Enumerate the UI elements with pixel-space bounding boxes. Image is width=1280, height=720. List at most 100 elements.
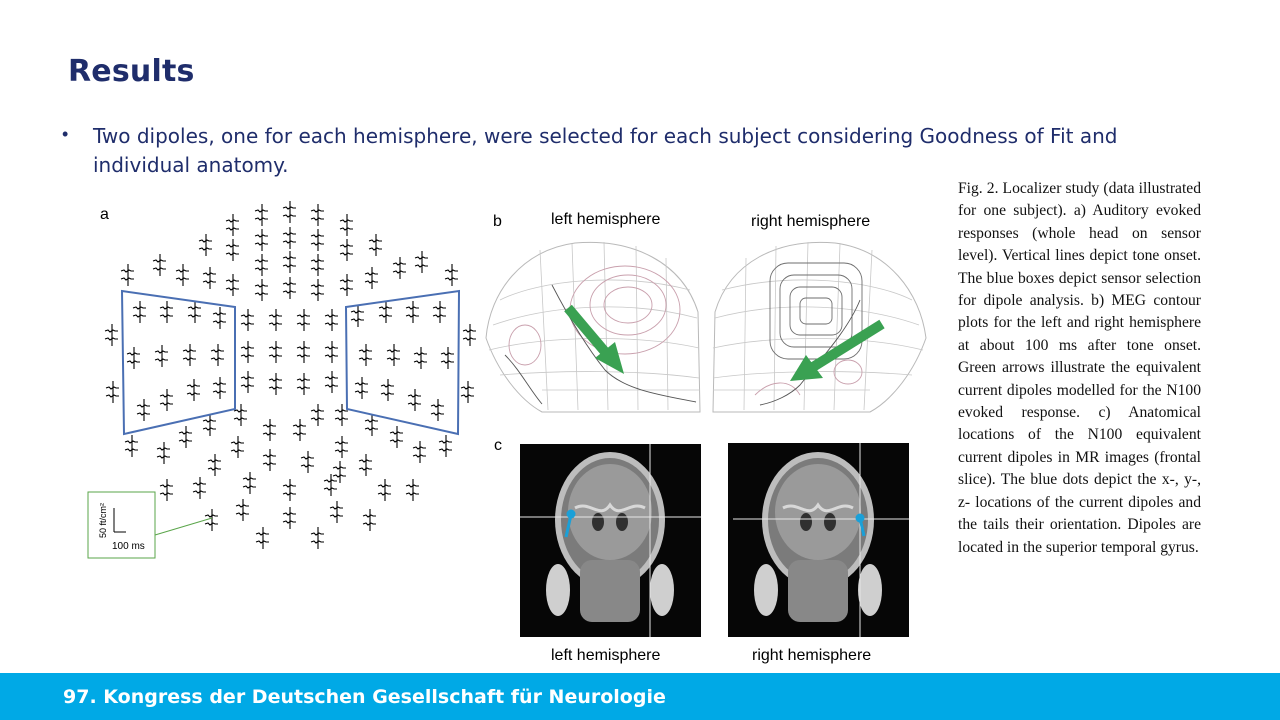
- sensor-waveform: [120, 264, 134, 286]
- sensor-waveform: [156, 442, 170, 464]
- sensor-waveform: [380, 379, 394, 401]
- sensor-waveform: [282, 227, 296, 249]
- sensor-waveform: [254, 229, 268, 251]
- sensor-waveform: [126, 347, 140, 369]
- sensor-waveform: [378, 301, 392, 323]
- sensor-waveform: [282, 277, 296, 299]
- sensor-waveform: [159, 389, 173, 411]
- sensor-waveform: [310, 204, 324, 226]
- sensor-waveform: [255, 527, 269, 549]
- sensor-waveform: [212, 377, 226, 399]
- sensor-waveform: [350, 305, 364, 327]
- sensor-waveform: [182, 344, 196, 366]
- sensor-waveform: [202, 414, 216, 436]
- sensor-waveform: [414, 251, 428, 273]
- left-selection-box: [120, 289, 236, 436]
- sensor-waveform: [207, 454, 221, 476]
- sensor-waveform: [332, 461, 346, 483]
- sensor-waveform: [225, 239, 239, 261]
- sensor-waveform: [405, 479, 419, 501]
- sensor-waveform: [124, 435, 138, 457]
- sensor-waveform: [310, 404, 324, 426]
- panel-b-label: b: [493, 213, 502, 230]
- sensor-waveform: [368, 234, 382, 256]
- mri-left: [520, 444, 701, 637]
- sensor-waveform: [389, 426, 403, 448]
- sensor-waveform: [392, 257, 406, 279]
- sensor-waveform: [462, 324, 476, 346]
- sensor-waveform: [254, 279, 268, 301]
- sensor-waveform: [202, 267, 216, 289]
- sensor-waveform: [240, 309, 254, 331]
- sensor-waveform: [310, 229, 324, 251]
- sensor-waveform: [339, 239, 353, 261]
- right-head-contour: [712, 241, 927, 413]
- sensor-waveform: [254, 204, 268, 226]
- sensor-waveform: [159, 479, 173, 501]
- right-dipole-dot: [855, 513, 865, 523]
- sensor-waveform: [460, 381, 474, 403]
- sensor-waveform: [438, 435, 452, 457]
- c-left-title: left hemisphere: [551, 647, 660, 664]
- scale-y-label: 50 ft/cm²: [98, 503, 108, 538]
- sensor-waveform: [204, 509, 218, 531]
- sensor-waveform: [324, 309, 338, 331]
- panel-a-label: a: [100, 206, 109, 223]
- sensor-waveform: [324, 371, 338, 393]
- b-left-title: left hemisphere: [551, 211, 660, 228]
- sensor-waveform: [364, 414, 378, 436]
- sensor-waveform: [310, 279, 324, 301]
- sensor-waveform: [334, 436, 348, 458]
- sensor-waveform: [268, 309, 282, 331]
- sensor-waveform: [377, 479, 391, 501]
- sensor-waveform: [364, 267, 378, 289]
- sensor-waveform: [212, 307, 226, 329]
- sensor-waveform: [358, 344, 372, 366]
- sensor-waveform: [412, 441, 426, 463]
- sensor-waveform: [230, 436, 244, 458]
- panel-c-label: c: [494, 437, 502, 454]
- footer-text: 97. Kongress der Deutschen Gesellschaft …: [63, 686, 666, 708]
- sensor-waveform: [268, 373, 282, 395]
- c-right-title: right hemisphere: [752, 647, 871, 664]
- sensor-waveform: [282, 479, 296, 501]
- b-right-title: right hemisphere: [751, 213, 870, 230]
- sensor-waveform: [296, 373, 310, 395]
- sensor-waveform: [136, 399, 150, 421]
- sensor-waveform: [210, 344, 224, 366]
- sensor-waveform: [225, 214, 239, 236]
- left-dipole-arrow: [564, 304, 610, 357]
- sensor-array: [104, 201, 476, 549]
- sensor-waveform: [262, 449, 276, 471]
- sensor-waveform: [262, 419, 276, 441]
- sensor-waveform: [430, 399, 444, 421]
- sensor-waveform: [186, 379, 200, 401]
- scale-inset: 50 ft/cm² 100 ms: [87, 491, 213, 559]
- sensor-waveform: [444, 264, 458, 286]
- sensor-waveform: [159, 301, 173, 323]
- sensor-waveform: [324, 341, 338, 363]
- sensor-waveform: [292, 419, 306, 441]
- bullet-text: Two dipoles, one for each hemisphere, we…: [93, 124, 1118, 177]
- sensor-waveform: [282, 201, 296, 223]
- left-head-contour: [485, 241, 701, 413]
- sensor-waveform: [296, 341, 310, 363]
- sensor-waveform: [175, 264, 189, 286]
- sensor-waveform: [235, 499, 249, 521]
- sensor-waveform: [178, 426, 192, 448]
- right-selection-box: [344, 289, 461, 436]
- sensor-waveform: [187, 301, 201, 323]
- sensor-waveform: [198, 234, 212, 256]
- sensor-waveform: [282, 251, 296, 273]
- sensor-waveform: [323, 474, 337, 496]
- sensor-waveform: [329, 501, 343, 523]
- sensor-waveform: [225, 274, 239, 296]
- sensor-waveform: [152, 254, 166, 276]
- slide-title: Results: [68, 54, 195, 89]
- sensor-waveform: [282, 507, 296, 529]
- sensor-waveform: [362, 509, 376, 531]
- left-dipole-dot: [566, 509, 576, 519]
- sensor-waveform: [105, 381, 119, 403]
- sensor-waveform: [386, 344, 400, 366]
